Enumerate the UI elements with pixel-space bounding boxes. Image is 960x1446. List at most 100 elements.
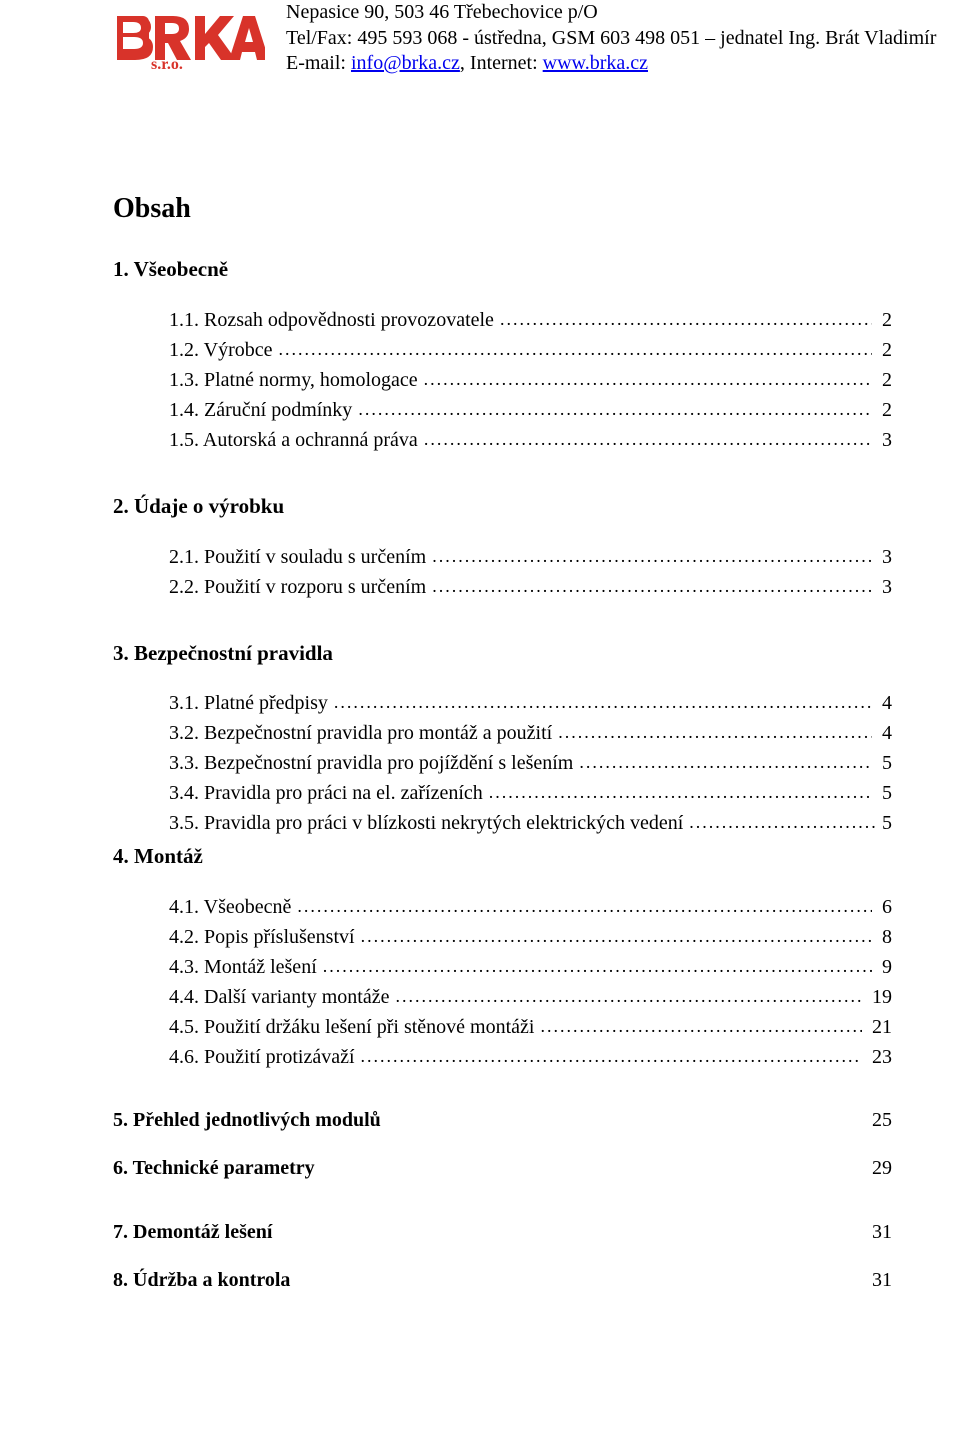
toc-page: 2 xyxy=(878,395,892,425)
toc-row: 8. Údržba a kontrola 31 xyxy=(113,1256,892,1304)
toc-page: 25 xyxy=(868,1096,892,1144)
toc-dots xyxy=(424,426,872,446)
toc-row: 4.4. Další varianty montáže 19 xyxy=(169,982,892,1012)
toc-dots xyxy=(278,1218,862,1238)
toc-row: 4.5. Použití držáku lešení při stěnové m… xyxy=(169,1012,892,1042)
toc-row: 4.6. Použití protizávaží 23 xyxy=(169,1042,892,1072)
toc-dots xyxy=(279,336,873,356)
contact-line-1: Nepasice 90, 503 46 Třebechovice p/O xyxy=(286,0,936,26)
contact-line-2: Tel/Fax: 495 593 068 - ústředna, GSM 603… xyxy=(286,26,936,52)
toc-dots xyxy=(424,366,872,386)
toc-page: 3 xyxy=(878,572,892,602)
toc-dots xyxy=(323,953,872,973)
sro-text: s.r.o. xyxy=(151,56,183,72)
brka-logo-svg: s.r.o. xyxy=(115,8,265,72)
toc-label: 1.5. Autorská a ochranná práva xyxy=(169,425,418,455)
toc-page: 8 xyxy=(878,922,892,952)
toc-label: 4.3. Montáž lešení xyxy=(169,952,317,982)
toc-row: 6. Technické parametry 29 xyxy=(113,1144,892,1192)
toc-label: 3.2. Bezpečnostní pravidla pro montáž a … xyxy=(169,718,552,748)
toc-page: 4 xyxy=(878,688,892,718)
toc-label: 4.4. Další varianty montáže xyxy=(169,982,390,1012)
toc-page: 31 xyxy=(868,1208,892,1256)
section-3-title: 3. Bezpečnostní pravidla xyxy=(113,640,894,667)
toc-label: 4.1. Všeobecně xyxy=(169,892,291,922)
internet-prefix: , Internet: xyxy=(460,52,543,74)
toc-dots xyxy=(396,983,863,1003)
toc-dots xyxy=(540,1013,862,1033)
toc-row: 3.1. Platné předpisy 4 xyxy=(169,688,892,718)
toc-label: 3.4. Pravidla pro práci na el. zařízeníc… xyxy=(169,778,483,808)
toc-dots xyxy=(296,1266,862,1286)
toc-dots xyxy=(432,543,872,563)
document-header: s.r.o. Nepasice 90, 503 46 Třebechovice … xyxy=(113,0,894,77)
section-1-title: 1. Všeobecně xyxy=(113,256,894,283)
toc-page: 5 xyxy=(878,748,892,778)
toc-row: 2.1. Použití v souladu s určením 3 xyxy=(169,542,892,572)
toc-row: 3.2. Bezpečnostní pravidla pro montáž a … xyxy=(169,718,892,748)
toc-page: 19 xyxy=(868,982,892,1012)
toc-row: 4.2. Popis příslušenství 8 xyxy=(169,922,892,952)
toc-row: 1.2. Výrobce 2 xyxy=(169,335,892,365)
toc-row: 3.3. Bezpečnostní pravidla pro pojíždění… xyxy=(169,748,892,778)
section-4-items: 4.1. Všeobecně 6 4.2. Popis příslušenství 8… xyxy=(169,892,892,1072)
toc-label: 3.5. Pravidla pro práci v blízkosti nekr… xyxy=(169,808,683,838)
toc-page: 31 xyxy=(868,1256,892,1304)
toc-label: 4.6. Použití protizávaží xyxy=(169,1042,355,1072)
toc-row: 1.1. Rozsah odpovědnosti provozovatele2 xyxy=(169,305,892,335)
toc-page: 3 xyxy=(878,425,892,455)
section-2-title: 2. Údaje o výrobku xyxy=(113,493,894,520)
toc-page: 23 xyxy=(868,1042,892,1072)
toc-label: 4.2. Popis příslušenství xyxy=(169,922,355,952)
toc-label: 1.3. Platné normy, homologace xyxy=(169,365,418,395)
email-link[interactable]: info@brka.cz xyxy=(351,52,460,74)
contact-line-3: E-mail: info@brka.cz, Internet: www.brka… xyxy=(286,51,936,77)
toc-label: 4.5. Použití držáku lešení při stěnové m… xyxy=(169,1012,534,1042)
document-page: s.r.o. Nepasice 90, 503 46 Třebechovice … xyxy=(0,0,960,1446)
toc-row: 5. Přehled jednotlivých modulů 25 xyxy=(113,1096,892,1144)
toc-dots xyxy=(334,689,872,709)
section-4-title: 4. Montáž xyxy=(113,843,894,870)
toc-page: 2 xyxy=(878,335,892,365)
toc-row: 2.2. Použití v rozporu s určením 3 xyxy=(169,572,892,602)
toc-label: 3.3. Bezpečnostní pravidla pro pojíždění… xyxy=(169,748,573,778)
toc-page: 5 xyxy=(878,778,892,808)
toc-page: 29 xyxy=(868,1144,892,1192)
bottom-items: 7. Demontáž lešení 31 8. Údržba a kontro… xyxy=(113,1208,892,1304)
toc-row: 4.1. Všeobecně 6 xyxy=(169,892,892,922)
toc-row: 7. Demontáž lešení 31 xyxy=(113,1208,892,1256)
toc-dots xyxy=(297,893,872,913)
toc-label: 2.1. Použití v souladu s určením xyxy=(169,542,426,572)
toc-page: 6 xyxy=(878,892,892,922)
toc-label: 8. Údržba a kontrola xyxy=(113,1256,290,1304)
toc-row: 1.5. Autorská a ochranná práva 3 xyxy=(169,425,892,455)
toc-label: 3.1. Platné předpisy xyxy=(169,688,328,718)
contact-block: Nepasice 90, 503 46 Třebechovice p/O Tel… xyxy=(286,0,936,77)
toc-dots xyxy=(579,749,872,769)
toc-row: 1.3. Platné normy, homologace 2 xyxy=(169,365,892,395)
toc-dots xyxy=(500,306,872,326)
toc-dots xyxy=(321,1154,862,1174)
toc-row: 3.4. Pravidla pro práci na el. zařízeníc… xyxy=(169,778,892,808)
toc-page: 4 xyxy=(878,718,892,748)
content-heading: Obsah xyxy=(113,195,894,223)
toc-dots xyxy=(361,923,872,943)
toc-page: 2 xyxy=(878,365,892,395)
toc-label: 5. Přehled jednotlivých modulů xyxy=(113,1096,381,1144)
toc-dots xyxy=(387,1106,862,1126)
toc-dots xyxy=(558,719,872,739)
toc-dots xyxy=(489,779,872,799)
toc-page: 3 xyxy=(878,542,892,572)
toc-page: 2 xyxy=(878,305,892,335)
section-3-items: 3.1. Platné předpisy 4 3.2. Bezpečnostní p… xyxy=(169,688,892,838)
toc-row: 1.4. Záruční podmínky 2 xyxy=(169,395,892,425)
toc-label: 1.2. Výrobce xyxy=(169,335,273,365)
toc-label: 6. Technické parametry xyxy=(113,1144,315,1192)
toc-page: 21 xyxy=(868,1012,892,1042)
toc-label: 1.4. Záruční podmínky xyxy=(169,395,352,425)
toc-dots xyxy=(358,396,872,416)
toc-label: 7. Demontáž lešení xyxy=(113,1208,272,1256)
website-link[interactable]: www.brka.cz xyxy=(543,52,648,74)
toc-dots xyxy=(432,573,872,593)
toc-label: 2.2. Použití v rozporu s určením xyxy=(169,572,426,602)
